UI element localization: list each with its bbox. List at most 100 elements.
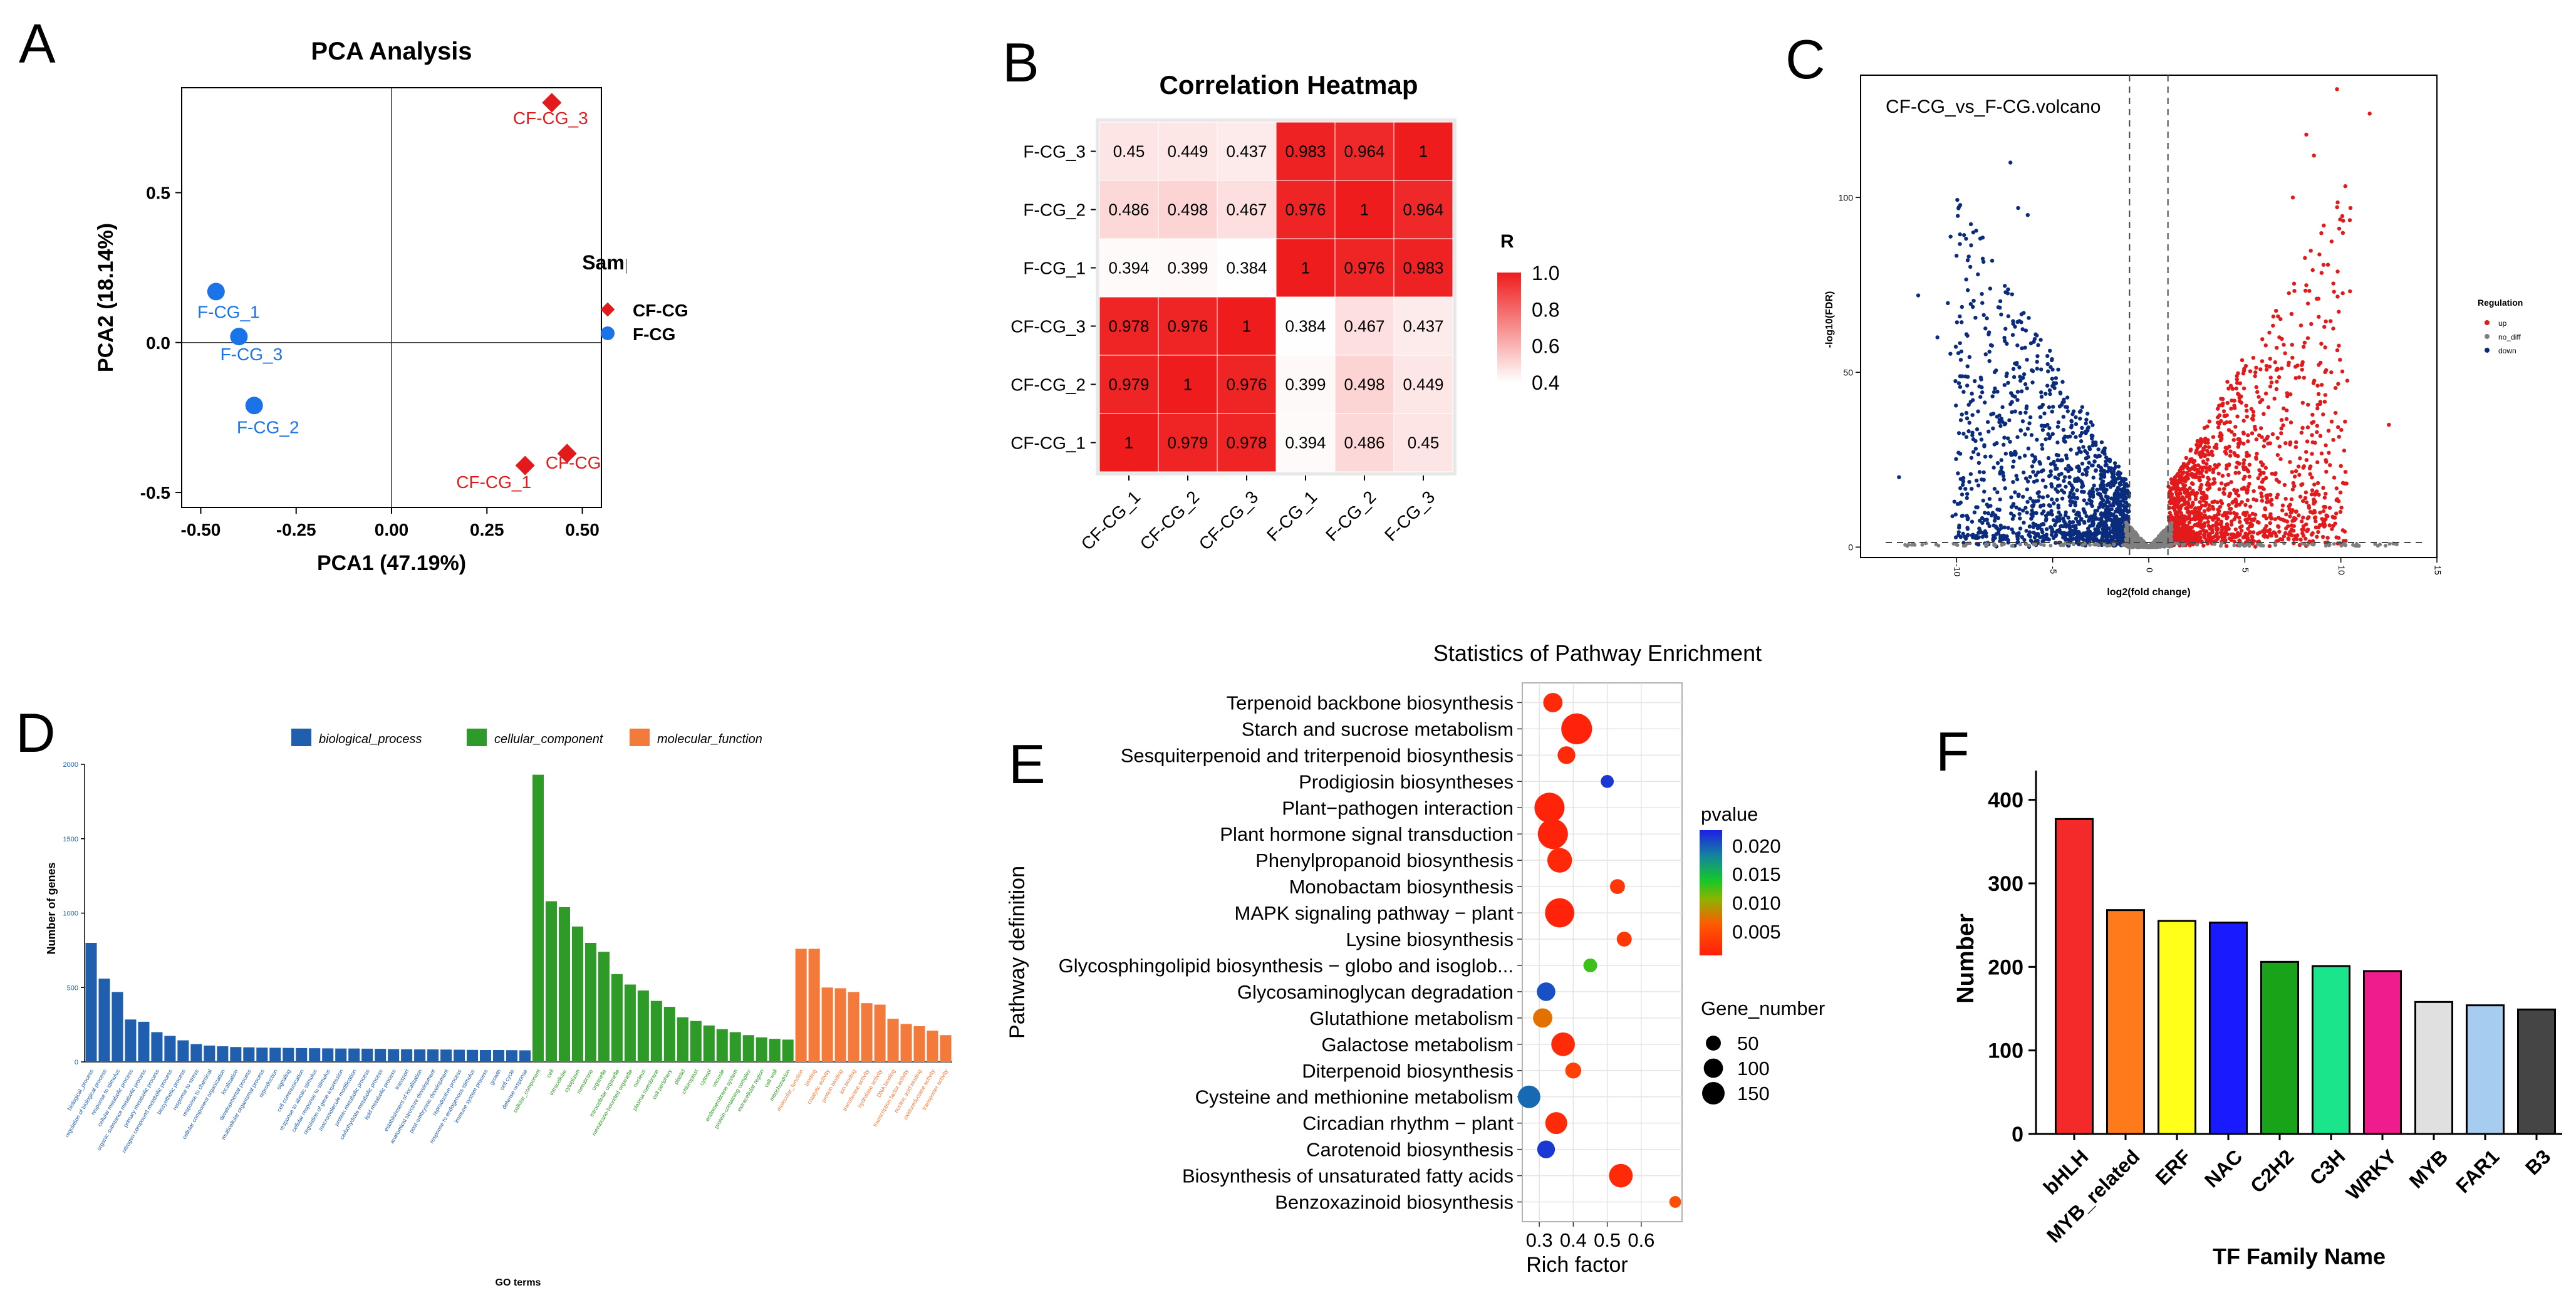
point-down — [1990, 258, 1995, 263]
point-up — [2285, 391, 2290, 395]
cell-value: 1 — [1183, 375, 1192, 394]
point-up — [2243, 465, 2248, 470]
point-up — [2301, 465, 2305, 470]
point-down — [1967, 355, 1972, 360]
point-down — [2104, 462, 2109, 467]
point-down — [2091, 476, 2096, 480]
plot-frame — [1860, 75, 2438, 558]
point-up — [2288, 514, 2292, 519]
point-down — [1998, 424, 2003, 429]
legend-label: biological_process — [319, 732, 422, 746]
point-down — [2088, 489, 2092, 494]
point-no_diff — [2378, 543, 2382, 547]
point-down — [1964, 236, 1968, 241]
point-up — [2278, 317, 2283, 321]
point-up — [2303, 288, 2308, 293]
point-up — [2295, 363, 2300, 368]
point-down — [2116, 476, 2120, 481]
x-tick-label: 0.5 — [1594, 1229, 1621, 1251]
point-down — [2025, 499, 2030, 504]
point-down — [1958, 452, 1963, 456]
point-up — [2178, 507, 2182, 512]
point-down — [2095, 508, 2100, 513]
point-down — [2065, 409, 2070, 413]
point-up — [2340, 369, 2345, 374]
point-up — [2277, 335, 2282, 340]
point-up — [2222, 421, 2226, 425]
point-down — [2037, 494, 2042, 499]
point-up — [2210, 449, 2214, 454]
point-down — [2037, 405, 2042, 410]
point-up — [2229, 480, 2233, 484]
point-up — [2221, 487, 2226, 491]
point-up — [2246, 469, 2251, 474]
point-down — [1978, 236, 1983, 241]
x-tick-label: B3 — [2521, 1145, 2555, 1179]
point-up — [2217, 422, 2221, 426]
point-up — [2274, 534, 2278, 538]
point-down — [2048, 504, 2052, 508]
point-up — [2305, 439, 2310, 444]
point-down — [1979, 437, 1984, 442]
point-up — [2201, 543, 2206, 548]
enrichment-dot — [1543, 693, 1563, 712]
point-down — [2112, 461, 2117, 465]
point-down — [2040, 428, 2045, 432]
point-down — [2044, 392, 2048, 396]
point-down — [2039, 390, 2044, 395]
size-legend-label: 100 — [1737, 1058, 1770, 1079]
pathway-label: Circadian rhythm − plant — [1302, 1113, 1514, 1135]
y-tick-label: 1000 — [63, 910, 78, 918]
point-up — [2196, 468, 2201, 472]
point-up — [2311, 381, 2316, 385]
point-down — [2080, 425, 2084, 430]
panel-label-b: B — [1002, 31, 1039, 93]
point-up — [2215, 520, 2219, 524]
point-up — [2204, 465, 2209, 470]
point-down — [1916, 293, 1921, 298]
point-up — [2265, 367, 2269, 372]
point-up — [2279, 418, 2284, 422]
point-up — [2267, 365, 2272, 369]
point-down — [2102, 470, 2107, 475]
point-F-CG_2 — [245, 397, 263, 415]
panel-b: CF-CG F-CG B Correlation Heatmap F-CG_3 0.45 0… — [626, 0, 1597, 626]
point-down — [2034, 511, 2038, 516]
point-down — [2061, 427, 2066, 432]
point-down — [2079, 533, 2084, 537]
point-up — [2182, 526, 2187, 531]
cell-value: 0.384 — [1285, 317, 1326, 336]
enrichment-dot — [1669, 1196, 1681, 1208]
x-tick-label: growth — [489, 1068, 502, 1086]
point-down — [2023, 476, 2028, 481]
point-down — [2064, 456, 2069, 460]
point-no_diff — [2133, 538, 2137, 543]
point-up — [2295, 533, 2300, 538]
point-up — [2329, 239, 2334, 244]
point-up — [2216, 425, 2221, 430]
point-down — [2001, 474, 2006, 479]
x-tick-label: cytosol — [699, 1068, 713, 1086]
point-up — [2203, 454, 2207, 459]
point-up — [2288, 420, 2293, 425]
point-down — [2111, 526, 2116, 531]
point-up — [2331, 281, 2335, 286]
point-down — [2102, 452, 2107, 456]
point-down — [2100, 537, 2104, 541]
point-down — [2101, 479, 2106, 484]
point-down — [2054, 452, 2059, 457]
point-down — [2089, 501, 2093, 506]
point-up — [2172, 484, 2177, 488]
point-down — [2111, 501, 2116, 506]
point-down — [2101, 497, 2106, 502]
point-up — [2338, 490, 2343, 495]
point-up — [2260, 499, 2265, 503]
point-up — [2208, 537, 2212, 541]
point-down — [1956, 351, 1961, 355]
point-down — [2077, 514, 2082, 518]
point-down — [1995, 441, 1999, 445]
point-up — [2230, 501, 2235, 505]
point-down — [2027, 524, 2032, 529]
size-legend-dot — [1706, 1036, 1721, 1051]
